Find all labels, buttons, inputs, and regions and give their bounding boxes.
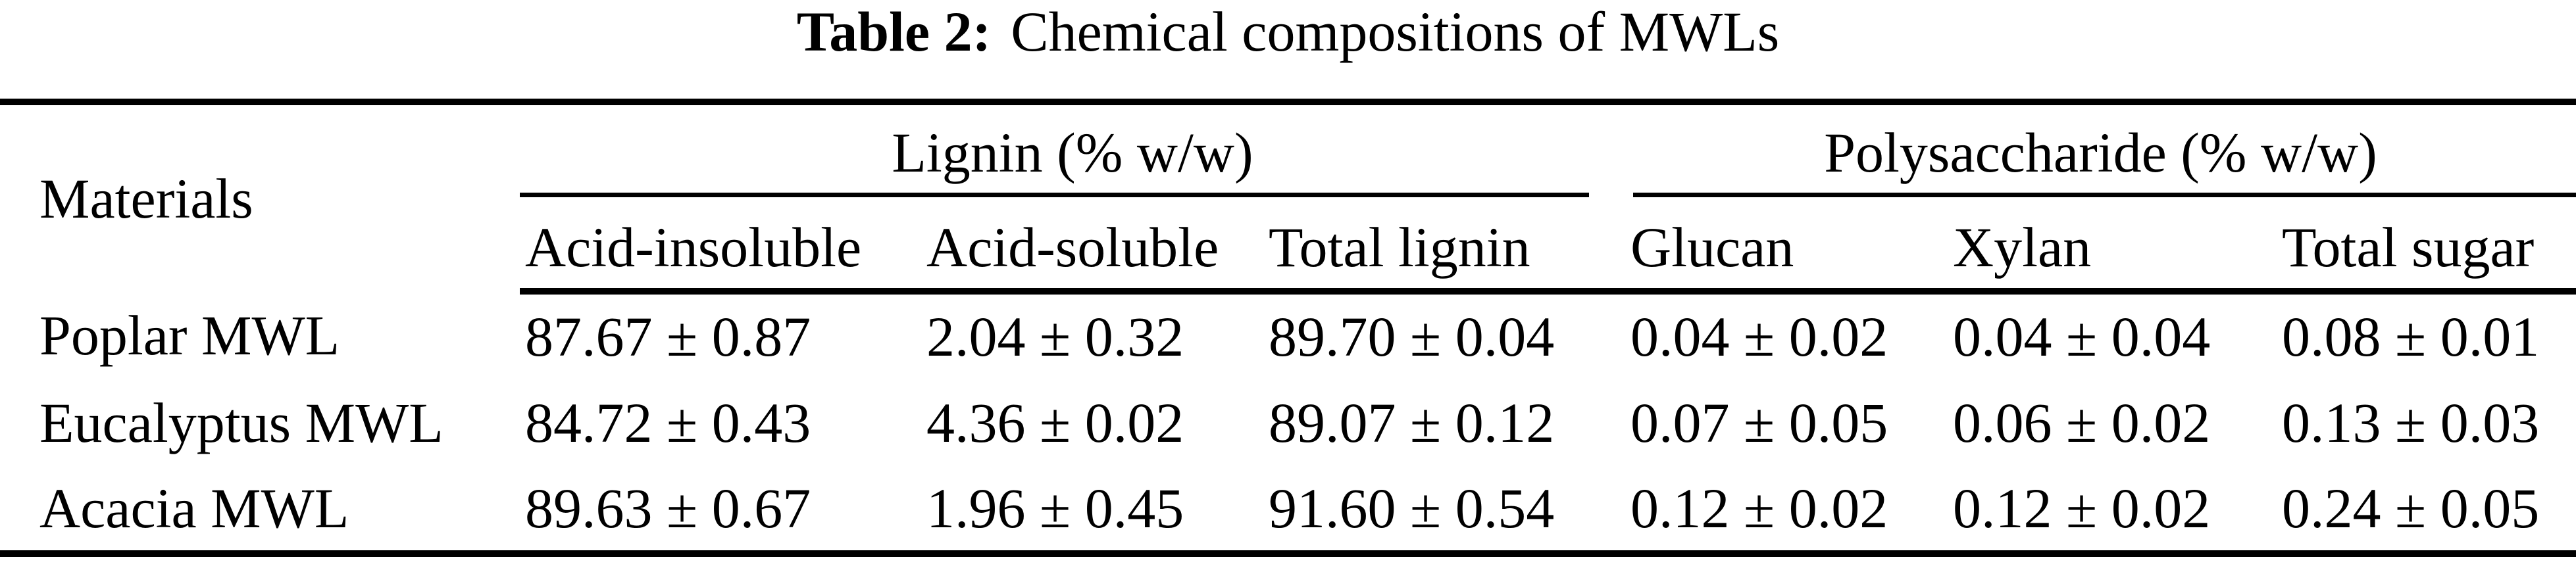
data-cell: 0.04 ± 0.04: [1953, 305, 2211, 368]
table-caption-label: Table 2:: [796, 0, 992, 63]
table-row-acacia: Acacia MWL 89.63 ± 0.67 1.96 ± 0.45 91.6…: [0, 466, 2576, 554]
column-header-acid-soluble: Acid-soluble: [921, 197, 1263, 295]
group-header-polysaccharide: Polysaccharide (% w/w): [1625, 102, 2576, 197]
data-cell: 4.36 ± 0.02: [926, 391, 1184, 454]
data-cell: 0.07 ± 0.05: [1630, 391, 1888, 454]
polysaccharide-group-rule: [1633, 193, 2576, 197]
material-cell: Eucalyptus MWL: [39, 391, 443, 454]
group-header-polysaccharide-label: Polysaccharide (% w/w): [1824, 121, 2377, 184]
table-caption: Table 2: Chemical compositions of MWLs: [0, 0, 2576, 63]
column-header-materials: Materials: [39, 166, 253, 230]
table-row-eucalyptus: Eucalyptus MWL 84.72 ± 0.43 4.36 ± 0.02 …: [0, 379, 2576, 466]
lignin-group-rule: [520, 193, 1590, 197]
group-header-row: Materials Lignin (% w/w) Polysaccharide …: [0, 102, 2576, 230]
data-cell: 0.24 ± 0.05: [2282, 477, 2540, 540]
data-cell: 0.12 ± 0.02: [1953, 477, 2211, 540]
data-cell: 89.07 ± 0.12: [1269, 391, 1555, 454]
data-cell: 0.08 ± 0.01: [2282, 305, 2540, 368]
table-caption-text: Chemical compositions of MWLs: [1011, 0, 1780, 63]
data-cell: 84.72 ± 0.43: [525, 391, 811, 454]
data-cell: 91.60 ± 0.54: [1269, 477, 1555, 540]
group-header-lignin: Lignin (% w/w): [520, 102, 1625, 197]
data-cell: 89.63 ± 0.67: [525, 477, 811, 540]
data-cell: 87.67 ± 0.87: [525, 305, 811, 368]
sub-header-row: Acid-insoluble Acid-soluble Total lignin…: [0, 197, 2576, 295]
material-cell: Poplar MWL: [39, 303, 340, 367]
chemical-compositions-table: Materials Lignin (% w/w) Polysaccharide …: [0, 99, 2576, 557]
data-cell: 1.96 ± 0.45: [926, 477, 1184, 540]
data-cell: 0.12 ± 0.02: [1630, 477, 1888, 540]
column-header-total-lignin: Total lignin: [1263, 197, 1626, 295]
data-cell: 2.04 ± 0.32: [926, 305, 1184, 368]
column-header-acid-insoluble: Acid-insoluble: [520, 197, 921, 295]
data-cell: 0.13 ± 0.03: [2282, 391, 2540, 454]
column-header-total-sugar: Total sugar: [2277, 197, 2576, 295]
data-cell: 0.06 ± 0.02: [1953, 391, 2211, 454]
column-header-glucan: Glucan: [1625, 197, 1948, 295]
data-cell: 89.70 ± 0.04: [1269, 305, 1555, 368]
data-cell: 0.04 ± 0.02: [1630, 305, 1888, 368]
group-header-lignin-label: Lignin (% w/w): [892, 121, 1253, 184]
column-header-xylan: Xylan: [1948, 197, 2277, 295]
material-cell: Acacia MWL: [39, 477, 349, 540]
table-row-poplar: Poplar MWL 87.67 ± 0.87 2.04 ± 0.32 89.7…: [0, 291, 2576, 379]
